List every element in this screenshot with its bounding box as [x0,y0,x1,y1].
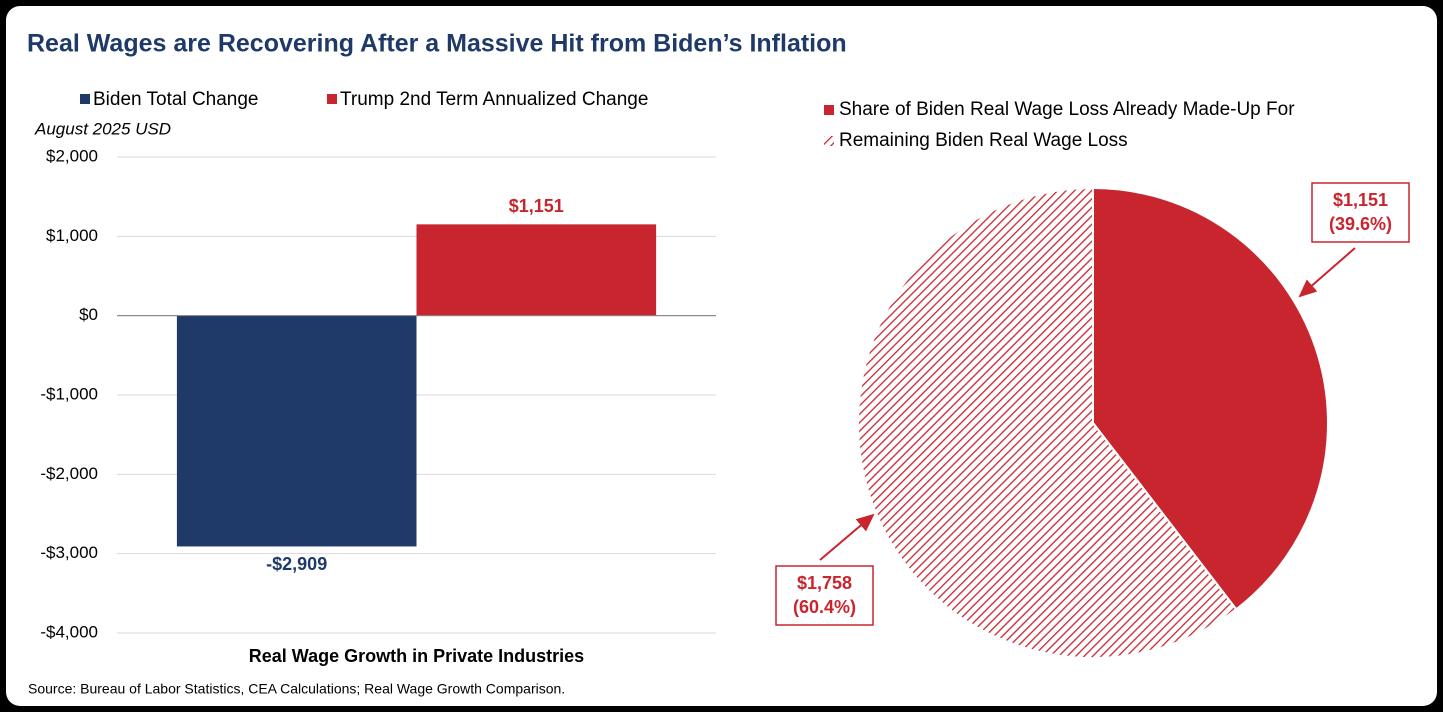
callout-box [1311,182,1410,243]
y-tick-label: $2,000 [46,146,98,165]
callout-value: $1,758 [797,573,852,593]
legend-swatch [824,136,834,146]
legend-label: Share of Biden Real Wage Loss Already Ma… [839,99,1295,120]
y-tick-label: -$4,000 [40,622,98,641]
y-tick-label: $1,000 [46,226,98,245]
legend-label: Trump 2nd Term Annualized Change [340,89,648,110]
callout-arrow [1298,247,1356,298]
callout-percent: (60.4%) [793,597,856,617]
callout-percent: (39.6%) [1329,214,1392,234]
page-title: Real Wages are Recovering After a Massiv… [27,30,847,58]
legend-swatch [824,105,834,115]
callout-arrow [819,513,875,561]
y-tick-label: -$3,000 [40,543,98,562]
legend-swatch [80,94,90,104]
y-tick-label: -$2,000 [40,464,98,483]
pie-slice [856,186,1238,659]
legend-swatch [327,94,337,104]
source-note: Source: Bureau of Labor Statistics, CEA … [28,681,565,697]
x-category-label: Real Wage Growth in Private Industries [249,646,584,666]
callout-box [775,565,874,626]
value-label: $1,151 [509,196,564,216]
bar [416,224,657,316]
pie-slice [1092,186,1329,611]
y-tick-label: -$1,000 [40,384,98,403]
bar [176,315,417,547]
y-tick-label: $0 [79,305,98,324]
y-axis-label: August 2025 USD [34,119,171,138]
callout-value: $1,151 [1333,190,1388,210]
value-label: -$2,909 [266,554,327,574]
legend-label: Remaining Biden Real Wage Loss [839,130,1128,151]
legend-label: Biden Total Change [93,89,259,110]
